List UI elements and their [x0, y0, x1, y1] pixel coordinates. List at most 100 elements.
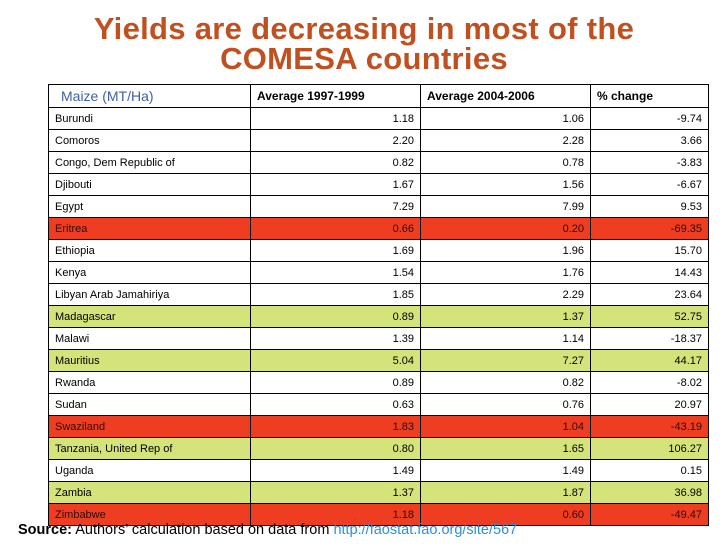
avg-1997-1999-cell: 0.82 — [250, 151, 421, 174]
percent-change-cell: 14.43 — [590, 261, 709, 284]
avg-2004-2006-cell: 1.04 — [420, 415, 591, 438]
table-row: Kenya 1.54 1.76 14.43 — [48, 261, 709, 284]
table-row: Libyan Arab Jamahiriya 1.85 2.29 23.64 — [48, 283, 709, 306]
header-crop: Maize (MT/Ha) — [48, 84, 251, 108]
avg-2004-2006-cell: 1.76 — [420, 261, 591, 284]
country-cell: Rwanda — [48, 371, 251, 394]
avg-1997-1999-cell: 1.69 — [250, 239, 421, 262]
table-row: Sudan 0.63 0.76 20.97 — [48, 393, 709, 416]
avg-1997-1999-cell: 7.29 — [250, 195, 421, 218]
avg-2004-2006-cell: 2.28 — [420, 129, 591, 152]
country-cell: Libyan Arab Jamahiriya — [48, 283, 251, 306]
avg-1997-1999-cell: 1.37 — [250, 481, 421, 504]
percent-change-cell: 106.27 — [590, 437, 709, 460]
country-cell: Swaziland — [48, 415, 251, 438]
table-row: Zimbabwe 1.18 0.60 -49.47 — [48, 503, 709, 526]
title-line-1: Yields are decreasing in most of the — [93, 11, 635, 46]
country-cell: Burundi — [48, 107, 251, 130]
avg-1997-1999-cell: 1.85 — [250, 283, 421, 306]
country-cell: Eritrea — [48, 217, 251, 240]
table-row: Djibouti 1.67 1.56 -6.67 — [48, 173, 709, 196]
table-row: Mauritius 5.04 7.27 44.17 — [48, 349, 709, 372]
country-cell: Malawi — [48, 327, 251, 350]
avg-1997-1999-cell: 5.04 — [250, 349, 421, 372]
avg-2004-2006-cell: 0.76 — [420, 393, 591, 416]
table-row: Malawi 1.39 1.14 -18.37 — [48, 327, 709, 350]
country-cell: Mauritius — [48, 349, 251, 372]
avg-2004-2006-cell: 0.82 — [420, 371, 591, 394]
maize-yield-table: Maize (MT/Ha) Average 1997-1999 Average … — [48, 84, 709, 526]
source-link[interactable]: http://faostat.fao.org/site/567 — [333, 522, 518, 538]
country-cell: Egypt — [48, 195, 251, 218]
country-cell: Ethiopia — [48, 239, 251, 262]
table-row: Rwanda 0.89 0.82 -8.02 — [48, 371, 709, 394]
country-cell: Djibouti — [48, 173, 251, 196]
percent-change-cell: 0.15 — [590, 459, 709, 482]
avg-2004-2006-cell: 7.27 — [420, 349, 591, 372]
table-row: Tanzania, United Rep of 0.80 1.65 106.27 — [48, 437, 709, 460]
avg-2004-2006-cell: 0.60 — [420, 503, 591, 526]
avg-1997-1999-cell: 0.63 — [250, 393, 421, 416]
avg-1997-1999-cell: 0.66 — [250, 217, 421, 240]
percent-change-cell: 44.17 — [590, 349, 709, 372]
percent-change-cell: -8.02 — [590, 371, 709, 394]
percent-change-cell: 36.98 — [590, 481, 709, 504]
avg-1997-1999-cell: 1.18 — [250, 107, 421, 130]
avg-2004-2006-cell: 0.78 — [420, 151, 591, 174]
percent-change-cell: -43.19 — [590, 415, 709, 438]
table-row: Zambia 1.37 1.87 36.98 — [48, 481, 709, 504]
table-row: Comoros 2.20 2.28 3.66 — [48, 129, 709, 152]
avg-1997-1999-cell: 0.89 — [250, 305, 421, 328]
source-text: Authors’ calculation based on data from — [72, 522, 334, 538]
table-row: Egypt 7.29 7.99 9.53 — [48, 195, 709, 218]
table-row: Ethiopia 1.69 1.96 15.70 — [48, 239, 709, 262]
percent-change-cell: -49.47 — [590, 503, 709, 526]
country-cell: Tanzania, United Rep of — [48, 437, 251, 460]
avg-1997-1999-cell: 1.39 — [250, 327, 421, 350]
table-row: Madagascar 0.89 1.37 52.75 — [48, 305, 709, 328]
country-cell: Uganda — [48, 459, 251, 482]
avg-2004-2006-cell: 0.20 — [420, 217, 591, 240]
avg-2004-2006-cell: 2.29 — [420, 283, 591, 306]
header-avg-1997-1999: Average 1997-1999 — [250, 84, 421, 108]
percent-change-cell: 3.66 — [590, 129, 709, 152]
avg-2004-2006-cell: 1.14 — [420, 327, 591, 350]
avg-1997-1999-cell: 1.54 — [250, 261, 421, 284]
country-cell: Comoros — [48, 129, 251, 152]
table-row: Swaziland 1.83 1.04 -43.19 — [48, 415, 709, 438]
title-line-2: COMESA countries — [220, 41, 508, 76]
avg-1997-1999-cell: 1.67 — [250, 173, 421, 196]
country-cell: Zimbabwe — [48, 503, 251, 526]
avg-2004-2006-cell: 1.06 — [420, 107, 591, 130]
avg-2004-2006-cell: 1.96 — [420, 239, 591, 262]
source-label: Source: — [18, 522, 72, 538]
percent-change-cell: -6.67 — [590, 173, 709, 196]
table-row: Congo, Dem Republic of 0.82 0.78 -3.83 — [48, 151, 709, 174]
avg-1997-1999-cell: 1.18 — [250, 503, 421, 526]
avg-1997-1999-cell: 1.83 — [250, 415, 421, 438]
table-row: Burundi 1.18 1.06 -9.74 — [48, 107, 709, 130]
avg-2004-2006-cell: 1.49 — [420, 459, 591, 482]
percent-change-cell: -69.35 — [590, 217, 709, 240]
avg-1997-1999-cell: 0.80 — [250, 437, 421, 460]
avg-2004-2006-cell: 1.65 — [420, 437, 591, 460]
percent-change-cell: -3.83 — [590, 151, 709, 174]
country-cell: Sudan — [48, 393, 251, 416]
percent-change-cell: 20.97 — [590, 393, 709, 416]
avg-1997-1999-cell: 1.49 — [250, 459, 421, 482]
header-percent-change: % change — [590, 84, 709, 108]
table-row: Eritrea 0.66 0.20 -69.35 — [48, 217, 709, 240]
country-cell: Congo, Dem Republic of — [48, 151, 251, 174]
percent-change-cell: 52.75 — [590, 305, 709, 328]
avg-1997-1999-cell: 2.20 — [250, 129, 421, 152]
slide-title: Yields are decreasing in most of the COM… — [0, 11, 728, 76]
percent-change-cell: 23.64 — [590, 283, 709, 306]
avg-2004-2006-cell: 1.87 — [420, 481, 591, 504]
avg-2004-2006-cell: 1.56 — [420, 173, 591, 196]
table-row: Uganda 1.49 1.49 0.15 — [48, 459, 709, 482]
avg-2004-2006-cell: 7.99 — [420, 195, 591, 218]
country-cell: Kenya — [48, 261, 251, 284]
header-avg-2004-2006: Average 2004-2006 — [420, 84, 591, 108]
country-cell: Zambia — [48, 481, 251, 504]
percent-change-cell: -9.74 — [590, 107, 709, 130]
